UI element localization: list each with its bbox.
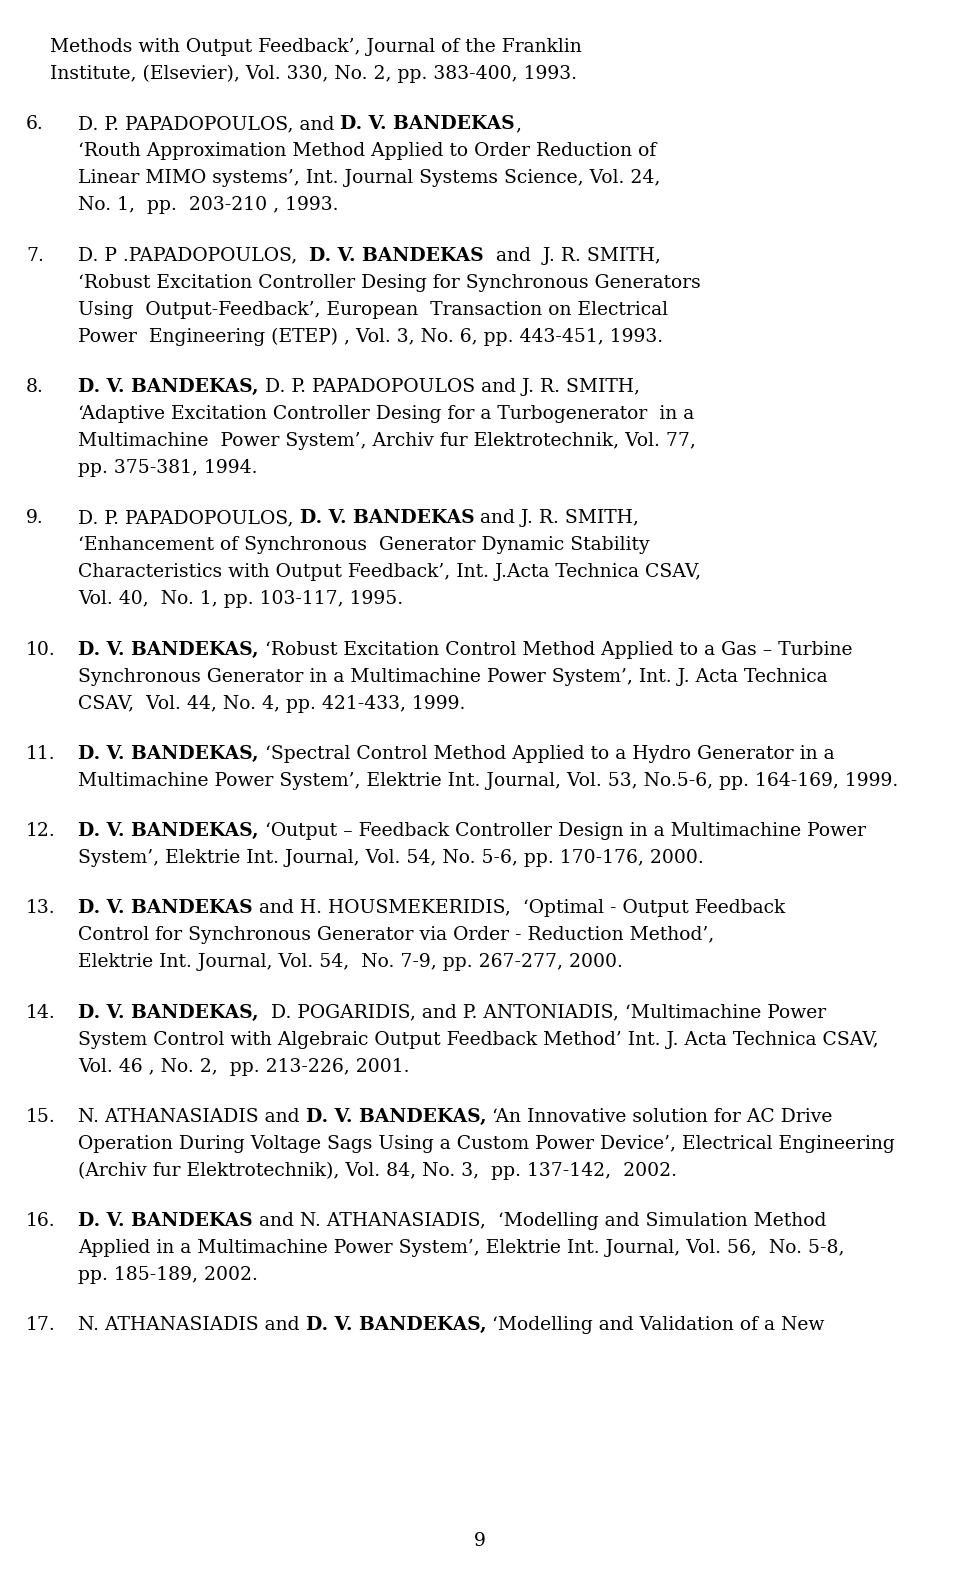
Text: 17.: 17. [26, 1317, 56, 1334]
Text: and N. ATHANASIADIS,  ‘Modelling and Simulation Method: and N. ATHANASIADIS, ‘Modelling and Simu… [252, 1212, 826, 1231]
Text: D. V. BANDEKAS,: D. V. BANDEKAS, [305, 1317, 486, 1334]
Text: D. P. PAPADOPOULOS and J. R. SMITH,: D. P. PAPADOPOULOS and J. R. SMITH, [258, 378, 639, 396]
Text: and H. HOUSMEKERIDIS,  ‘Optimal - Output Feedback: and H. HOUSMEKERIDIS, ‘Optimal - Output … [252, 900, 785, 917]
Text: Methods with Output Feedback’, Journal of the Franklin: Methods with Output Feedback’, Journal o… [50, 38, 582, 56]
Text: 6.: 6. [26, 114, 44, 134]
Text: 12.: 12. [26, 822, 56, 840]
Text: Power  Engineering (ETEP) , Vol. 3, No. 6, pp. 443-451, 1993.: Power Engineering (ETEP) , Vol. 3, No. 6… [78, 328, 663, 347]
Text: 9: 9 [474, 1533, 486, 1550]
Text: System Control with Algebraic Output Feedback Method’ Int. J. Acta Technica CSAV: System Control with Algebraic Output Fee… [78, 1030, 878, 1048]
Text: pp. 375-381, 1994.: pp. 375-381, 1994. [78, 460, 257, 477]
Text: Vol. 46 , No. 2,  pp. 213-226, 2001.: Vol. 46 , No. 2, pp. 213-226, 2001. [78, 1057, 410, 1076]
Text: D. V. BANDEKAS: D. V. BANDEKAS [341, 114, 515, 134]
Text: Using  Output-Feedback’, European  Transaction on Electrical: Using Output-Feedback’, European Transac… [78, 301, 668, 318]
Text: 14.: 14. [26, 1003, 56, 1021]
Text: D. P .PAPADOPOULOS,: D. P .PAPADOPOULOS, [78, 246, 309, 264]
Text: Characteristics with Output Feedback’, Int. J.Acta Technica CSAV,: Characteristics with Output Feedback’, I… [78, 563, 701, 582]
Text: 13.: 13. [26, 900, 56, 917]
Text: 15.: 15. [26, 1108, 56, 1126]
Text: D. V. BANDEKAS,: D. V. BANDEKAS, [78, 641, 258, 658]
Text: ‘An Innovative solution for AC Drive: ‘An Innovative solution for AC Drive [486, 1108, 832, 1126]
Text: and J. R. SMITH,: and J. R. SMITH, [474, 509, 639, 528]
Text: System’, Elektrie Int. Journal, Vol. 54, No. 5-6, pp. 170-176, 2000.: System’, Elektrie Int. Journal, Vol. 54,… [78, 849, 704, 867]
Text: 10.: 10. [26, 641, 56, 658]
Text: No. 1,  pp.  203-210 , 1993.: No. 1, pp. 203-210 , 1993. [78, 197, 339, 215]
Text: ‘Robust Excitation Control Method Applied to a Gas – Turbine: ‘Robust Excitation Control Method Applie… [258, 641, 852, 658]
Text: Synchronous Generator in a Multimachine Power System’, Int. J. Acta Technica: Synchronous Generator in a Multimachine … [78, 668, 828, 685]
Text: 8.: 8. [26, 378, 44, 396]
Text: Control for Synchronous Generator via Order - Reduction Method’,: Control for Synchronous Generator via Or… [78, 927, 714, 944]
Text: ‘Output – Feedback Controller Design in a Multimachine Power: ‘Output – Feedback Controller Design in … [258, 822, 866, 840]
Text: D. P. PAPADOPOULOS, and: D. P. PAPADOPOULOS, and [78, 114, 341, 134]
Text: CSAV,  Vol. 44, No. 4, pp. 421-433, 1999.: CSAV, Vol. 44, No. 4, pp. 421-433, 1999. [78, 695, 466, 712]
Text: Institute, (Elsevier), Vol. 330, No. 2, pp. 383-400, 1993.: Institute, (Elsevier), Vol. 330, No. 2, … [50, 65, 577, 83]
Text: 9.: 9. [26, 509, 44, 528]
Text: Multimachine  Power System’, Archiv fur Elektrotechnik, Vol. 77,: Multimachine Power System’, Archiv fur E… [78, 432, 696, 450]
Text: D. V. BANDEKAS,: D. V. BANDEKAS, [78, 822, 258, 840]
Text: D. V. BANDEKAS,: D. V. BANDEKAS, [305, 1108, 486, 1126]
Text: D. V. BANDEKAS,: D. V. BANDEKAS, [78, 378, 258, 396]
Text: ‘Routh Approximation Method Applied to Order Reduction of: ‘Routh Approximation Method Applied to O… [78, 142, 657, 161]
Text: D. P. PAPADOPOULOS,: D. P. PAPADOPOULOS, [78, 509, 300, 528]
Text: Applied in a Multimachine Power System’, Elektrie Int. Journal, Vol. 56,  No. 5-: Applied in a Multimachine Power System’,… [78, 1239, 845, 1258]
Text: D. V. BANDEKAS: D. V. BANDEKAS [309, 246, 484, 264]
Text: pp. 185-189, 2002.: pp. 185-189, 2002. [78, 1266, 258, 1285]
Text: ,: , [515, 114, 521, 134]
Text: Vol. 40,  No. 1, pp. 103-117, 1995.: Vol. 40, No. 1, pp. 103-117, 1995. [78, 590, 403, 609]
Text: and  J. R. SMITH,: and J. R. SMITH, [484, 246, 660, 264]
Text: ‘Enhancement of Synchronous  Generator Dynamic Stability: ‘Enhancement of Synchronous Generator Dy… [78, 536, 650, 555]
Text: ‘Spectral Control Method Applied to a Hydro Generator in a: ‘Spectral Control Method Applied to a Hy… [258, 744, 834, 763]
Text: Multimachine Power System’, Elektrie Int. Journal, Vol. 53, No.5-6, pp. 164-169,: Multimachine Power System’, Elektrie Int… [78, 773, 899, 790]
Text: (Archiv fur Elektrotechnik), Vol. 84, No. 3,  pp. 137-142,  2002.: (Archiv fur Elektrotechnik), Vol. 84, No… [78, 1162, 677, 1180]
Text: ‘Robust Excitation Controller Desing for Synchronous Generators: ‘Robust Excitation Controller Desing for… [78, 273, 701, 291]
Text: D. V. BANDEKAS,: D. V. BANDEKAS, [78, 744, 258, 763]
Text: D. POGARIDIS, and P. ANTONIADIS, ‘Multimachine Power: D. POGARIDIS, and P. ANTONIADIS, ‘Multim… [258, 1003, 826, 1021]
Text: D. V. BANDEKAS,: D. V. BANDEKAS, [78, 1003, 258, 1021]
Text: D. V. BANDEKAS: D. V. BANDEKAS [78, 1212, 252, 1231]
Text: Elektrie Int. Journal, Vol. 54,  No. 7-9, pp. 267-277, 2000.: Elektrie Int. Journal, Vol. 54, No. 7-9,… [78, 954, 623, 971]
Text: 16.: 16. [26, 1212, 56, 1231]
Text: D. V. BANDEKAS: D. V. BANDEKAS [78, 900, 252, 917]
Text: 11.: 11. [26, 744, 56, 763]
Text: ‘Modelling and Validation of a New: ‘Modelling and Validation of a New [486, 1317, 825, 1334]
Text: ‘Adaptive Excitation Controller Desing for a Turbogenerator  in a: ‘Adaptive Excitation Controller Desing f… [78, 405, 694, 423]
Text: 7.: 7. [26, 246, 44, 264]
Text: D. V. BANDEKAS: D. V. BANDEKAS [300, 509, 474, 528]
Text: Linear MIMO systems’, Int. Journal Systems Science, Vol. 24,: Linear MIMO systems’, Int. Journal Syste… [78, 170, 660, 188]
Text: N. ATHANASIADIS and: N. ATHANASIADIS and [78, 1317, 305, 1334]
Text: Operation During Voltage Sags Using a Custom Power Device’, Electrical Engineeri: Operation During Voltage Sags Using a Cu… [78, 1135, 895, 1153]
Text: N. ATHANASIADIS and: N. ATHANASIADIS and [78, 1108, 305, 1126]
